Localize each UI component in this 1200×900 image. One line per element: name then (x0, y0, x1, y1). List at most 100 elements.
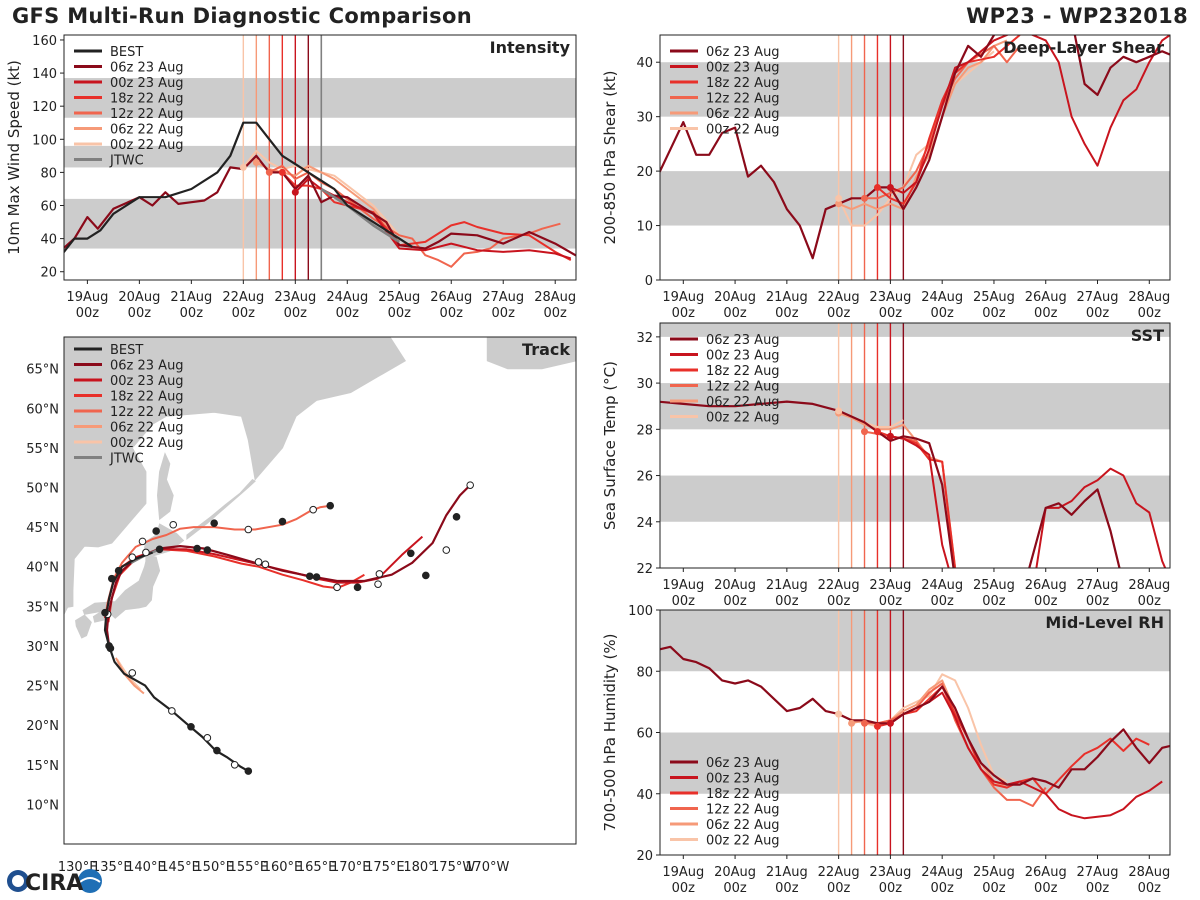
rh-legend-label: 06z 23 Aug (706, 756, 780, 771)
intensity-title: Intensity (490, 38, 571, 57)
lon-tick-label: 175°E (365, 860, 405, 875)
intensity-legend-label: 06z 22 Aug (110, 123, 184, 138)
shear-xtick-label: 22Aug (818, 290, 860, 305)
intensity-init-marker (291, 188, 299, 196)
shear-xtick-sub: 00z (775, 306, 799, 321)
panel-sst: 22242628303219Aug00z20Aug00z21Aug00z22Au… (601, 322, 1171, 609)
sst-xtick-sub: 00z (1086, 594, 1110, 609)
rh-xtick-label: 21Aug (766, 865, 808, 880)
storm-id: WP23 - WP232018 (966, 4, 1188, 28)
sst-legend-label: 06z 22 Aug (706, 395, 780, 410)
sst-band-0 (660, 475, 1170, 522)
sst-init-marker (873, 428, 881, 436)
shear-title: Deep-Layer Shear (1003, 38, 1164, 57)
intensity-xtick-label: 21Aug (170, 290, 212, 305)
lon-tick-label: 145°E (160, 860, 200, 875)
track-marker (152, 527, 160, 535)
sst-xtick-label: 27Aug (1077, 578, 1119, 593)
shear-xtick-label: 28Aug (1128, 290, 1170, 305)
shear-xtick-label: 19Aug (662, 290, 704, 305)
intensity-ytick-label: 100 (32, 133, 57, 148)
track-marker (187, 722, 195, 731)
sst-xtick-sub: 00z (982, 594, 1006, 609)
rh-xtick-sub: 00z (1034, 881, 1058, 896)
track-marker (203, 546, 212, 554)
alaska-shape (486, 337, 576, 370)
rh-legend-label: 12z 22 Aug (706, 803, 780, 818)
lon-tick-label: 160°E (263, 860, 303, 875)
shear-series-18z-22-aug (876, 35, 1021, 205)
sst-xtick-sub: 00z (1138, 594, 1162, 609)
shear-xtick-sub: 00z (827, 306, 851, 321)
intensity-init-marker (278, 168, 286, 176)
sst-xtick-label: 26Aug (1025, 578, 1067, 593)
rh-init-marker (861, 719, 869, 727)
intensity-xtick-sub: 00z (284, 306, 308, 321)
lon-tick-label: 135°E (92, 860, 132, 875)
intensity-xtick-label: 20Aug (118, 290, 160, 305)
rh-xtick-label: 24Aug (921, 865, 963, 880)
intensity-xtick-sub: 00z (544, 306, 568, 321)
intensity-legend-label: 00z 23 Aug (110, 76, 184, 91)
rh-xtick-label: 23Aug (869, 865, 911, 880)
shear-xtick-label: 20Aug (714, 290, 756, 305)
intensity-series-06z-23-aug (64, 154, 576, 257)
shear-legend-label: 12z 22 Aug (706, 92, 780, 107)
rh-xtick-label: 25Aug (973, 865, 1015, 880)
intensity-init-marker (265, 168, 273, 176)
track-marker (106, 644, 115, 653)
rh-init-marker (873, 722, 881, 730)
track-marker (326, 501, 335, 510)
rh-legend-label: 18z 22 Aug (706, 787, 780, 802)
shear-frame (659, 34, 1171, 281)
track-legend-label: 12z 22 Aug (110, 405, 184, 420)
shear-legend-label: 18z 22 Aug (706, 76, 780, 91)
rh-xtick-label: 28Aug (1128, 865, 1170, 880)
sst-xtick-label: 20Aug (714, 578, 756, 593)
shear-ytick-label: 0 (645, 274, 653, 289)
logo-text: CIRA (25, 871, 83, 896)
intensity-legend-label: JTWC (109, 154, 144, 169)
intensity-xtick-sub: 00z (180, 306, 204, 321)
sst-legend-label: 18z 22 Aug (706, 364, 780, 379)
rh-band-1 (660, 610, 1170, 672)
sst-xtick-label: 22Aug (818, 578, 860, 593)
rh-legend-label: 00z 22 Aug (706, 834, 780, 849)
rh-xtick-sub: 00z (879, 881, 903, 896)
track-marker (210, 519, 218, 527)
intensity-ytick-label: 60 (40, 200, 57, 215)
sst-init-marker (886, 432, 894, 440)
intensity-ytick-label: 20 (40, 266, 57, 281)
panel-intensity: 2040608010012014016019Aug00z20Aug00z21Au… (5, 34, 577, 321)
panel-shear: 01020304019Aug00z20Aug00z21Aug00z22Aug00… (601, 34, 1171, 321)
intensity-xtick-sub: 00z (128, 306, 152, 321)
shear-xtick-label: 25Aug (973, 290, 1015, 305)
track-marker (466, 481, 474, 489)
intensity-xtick-sub: 00z (492, 306, 516, 321)
sst-xtick-sub: 00z (723, 594, 747, 609)
rh-xtick-sub: 00z (723, 881, 747, 896)
rh-xtick-sub: 00z (1086, 881, 1110, 896)
intensity-band-1 (64, 145, 576, 168)
sst-title: SST (1131, 326, 1164, 345)
sst-ylabel: Sea Surface Temp (°C) (601, 361, 619, 530)
lon-tick-label: 165°E (297, 860, 337, 875)
track-06z-23-aug (105, 484, 471, 647)
track-marker (261, 560, 270, 569)
rh-xtick-sub: 00z (982, 881, 1006, 896)
track-marker (155, 545, 164, 554)
track-marker (309, 505, 317, 514)
panel-track: 10°N 15°N 20°N 25°N 30°N 35°N 40°N 45°N 50°N 55°N… (26, 336, 577, 875)
track-marker (422, 571, 430, 580)
shear-xtick-label: 23Aug (869, 290, 911, 305)
rh-xtick-sub: 00z (672, 881, 696, 896)
shear-legend-label: 00z 22 Aug (706, 123, 780, 138)
intensity-xtick-sub: 00z (76, 306, 100, 321)
lon-tick-label: 140°E (126, 860, 166, 875)
intensity-init-marker (252, 158, 260, 166)
shear-series-06z-23-aug (660, 35, 1170, 260)
rh-xtick-label: 27Aug (1077, 865, 1119, 880)
track-marker (128, 669, 137, 677)
sst-series-06z-23-aug (660, 400, 1121, 568)
